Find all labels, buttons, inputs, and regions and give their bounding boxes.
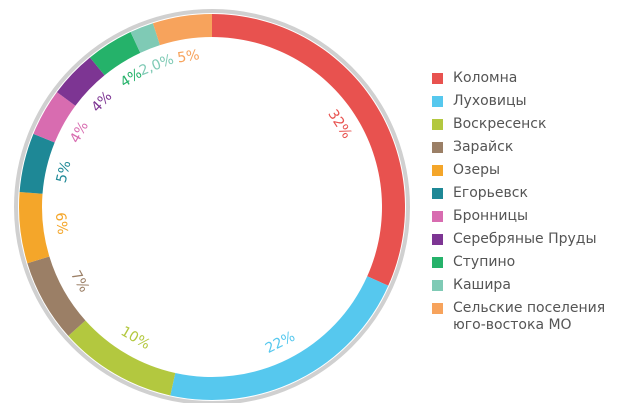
- legend-item: Ступино: [430, 254, 618, 271]
- legend-item: Воскресенск: [430, 116, 618, 133]
- legend-item: Сельские поселения юго-востока МО: [430, 300, 618, 334]
- donut-segment: [152, 14, 212, 46]
- donut-segment: [212, 14, 405, 286]
- legend-swatch: [432, 96, 443, 107]
- legend-label: Кашира: [453, 277, 511, 293]
- legend-item: Луховицы: [430, 93, 618, 110]
- legend: Коломна Луховицы Воскресенск Зарайск Озеры Ег…: [430, 70, 618, 340]
- data-label: 32%: [324, 107, 354, 142]
- legend-label: Егорьевск: [453, 185, 528, 201]
- donut-segment: [68, 320, 176, 396]
- data-label: 7%: [67, 268, 92, 295]
- chart: 32%22%10%7%6%5%4%4%4%2,0% 5%: [14, 9, 410, 403]
- donut-segment: [19, 192, 50, 264]
- legend-label: Бронницы: [453, 208, 529, 224]
- outer-ring: [14, 9, 410, 403]
- legend-label: Сельские поселения юго-востока МО: [453, 300, 606, 333]
- data-label: 22%: [263, 329, 298, 357]
- legend-swatch: [432, 73, 443, 84]
- donut-segment: [19, 133, 55, 194]
- legend-item: Бронницы: [430, 208, 618, 225]
- donut-segment: [170, 276, 389, 400]
- legend-swatch: [432, 211, 443, 222]
- legend-item: Кашира: [430, 277, 618, 294]
- data-label: 5%: [176, 47, 200, 66]
- donut-segment: [89, 32, 141, 76]
- donut-segment: [27, 256, 86, 336]
- data-label: 4%: [89, 88, 116, 115]
- data-label: 4%: [67, 119, 92, 146]
- donut-segment: [56, 57, 105, 106]
- legend-swatch: [432, 257, 443, 268]
- legend-swatch: [432, 280, 443, 291]
- legend-swatch: [432, 165, 443, 176]
- legend-label: Озеры: [453, 162, 501, 178]
- legend-label: Серебряные Пруды: [453, 231, 597, 247]
- data-label: 6%: [52, 212, 70, 236]
- legend-label: Зарайск: [453, 139, 514, 155]
- legend-swatch: [432, 142, 443, 153]
- legend-item: Егорьевск: [430, 185, 618, 202]
- legend-label: Воскресенск: [453, 116, 547, 132]
- donut-segment: [33, 92, 76, 143]
- legend-swatch: [432, 234, 443, 245]
- legend-item: Серебряные Пруды: [430, 231, 618, 248]
- legend-item: Озеры: [430, 162, 618, 179]
- legend-item: Зарайск: [430, 139, 618, 156]
- legend-swatch: [432, 303, 443, 314]
- legend-label: Луховицы: [453, 93, 527, 109]
- legend-swatch: [432, 119, 443, 130]
- legend-item: Коломна: [430, 70, 618, 87]
- data-label: 5%: [54, 159, 75, 184]
- legend-label: Ступино: [453, 254, 516, 270]
- data-label: 10%: [118, 323, 153, 353]
- data-label: 2,0%: [137, 52, 176, 80]
- donut-segment: [130, 23, 160, 53]
- legend-label: Коломна: [453, 70, 518, 86]
- legend-swatch: [432, 188, 443, 199]
